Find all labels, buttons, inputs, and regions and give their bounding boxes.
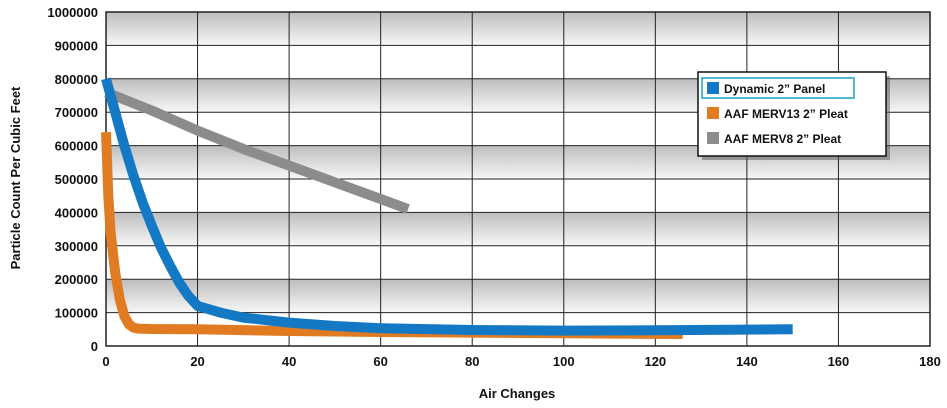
y-tick-label: 400000 xyxy=(55,205,98,220)
x-tick-label: 20 xyxy=(190,354,204,369)
background-band xyxy=(106,179,930,213)
y-tick-label: 0 xyxy=(91,339,98,354)
legend-swatch xyxy=(707,107,719,119)
y-tick-label: 1000000 xyxy=(47,5,98,20)
y-tick-label: 900000 xyxy=(55,38,98,53)
series-lines xyxy=(101,77,793,339)
y-tick-label: 600000 xyxy=(55,139,98,154)
x-tick-label: 100 xyxy=(553,354,575,369)
y-tick-label: 200000 xyxy=(55,272,98,287)
x-tick-label: 140 xyxy=(736,354,758,369)
x-axis-ticks: 0 20 40 60 80 100 120 140 160 180 xyxy=(102,354,940,369)
x-tick-label: 60 xyxy=(373,354,387,369)
legend-label: AAF MERV8 2” Pleat xyxy=(724,132,841,146)
y-axis-ticks: 0 100000 200000 300000 400000 500000 600000 700… xyxy=(47,5,98,354)
series-line-0 xyxy=(101,77,793,336)
background-band xyxy=(106,212,930,246)
x-tick-label: 120 xyxy=(644,354,666,369)
legend-label: AAF MERV13 2” Pleat xyxy=(724,107,848,121)
legend: Dynamic 2” Panel AAF MERV13 2” Pleat AAF M… xyxy=(697,71,890,160)
legend-highlight xyxy=(701,77,855,99)
y-tick-label: 700000 xyxy=(55,105,98,120)
y-tick-label: 500000 xyxy=(55,172,98,187)
x-tick-label: 180 xyxy=(919,354,941,369)
series-line-2 xyxy=(104,87,410,214)
plot-background xyxy=(106,12,930,346)
x-tick-label: 40 xyxy=(282,354,296,369)
x-tick-label: 80 xyxy=(465,354,479,369)
y-tick-label: 800000 xyxy=(55,72,98,87)
legend-swatch xyxy=(707,82,719,94)
x-tick-label: 160 xyxy=(828,354,850,369)
x-axis-title: Air Changes xyxy=(479,386,556,401)
legend-label: Dynamic 2” Panel xyxy=(724,82,825,96)
background-band xyxy=(106,12,930,46)
background-band xyxy=(106,279,930,313)
y-tick-label: 300000 xyxy=(55,239,98,254)
legend-swatch xyxy=(707,132,719,144)
y-axis-title: Particle Count Per Cubic Feet xyxy=(8,86,23,269)
background-band xyxy=(106,245,930,280)
x-tick-label: 0 xyxy=(102,354,109,369)
y-tick-label: 100000 xyxy=(55,306,98,321)
